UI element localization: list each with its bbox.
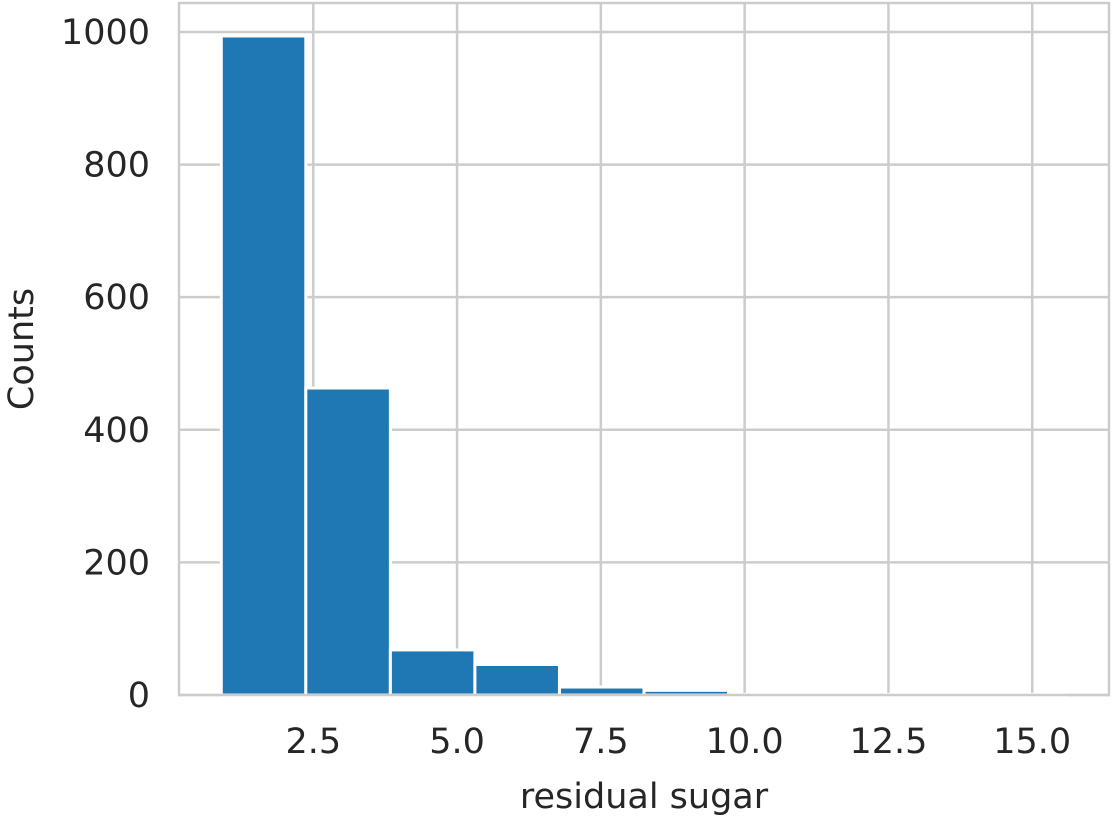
x-gridlines [312, 3, 1034, 695]
y-tick-label-0: 0 [128, 676, 150, 716]
y-axis-label: Counts [2, 288, 42, 410]
y-tick-label-1: 200 [83, 543, 150, 583]
bar-1 [304, 386, 392, 697]
x-tick-label-2: 7.5 [573, 722, 629, 762]
plot-frame [177, 1, 1111, 697]
bar-3 [473, 663, 561, 697]
y-tick-label-3: 600 [83, 278, 150, 318]
x-tick-label-3: 10.0 [706, 722, 784, 762]
histogram-bars [219, 34, 1069, 697]
x-axis-label: residual sugar [520, 777, 769, 817]
x-tick-label-0: 2.5 [285, 722, 341, 762]
x-tick-labels: 2.5 5.0 7.5 10.0 12.5 15.0 [285, 722, 1071, 762]
y-tick-label-4: 800 [83, 146, 150, 186]
x-tick-label-1: 5.0 [429, 722, 485, 762]
x-tick-label-5: 15.0 [993, 722, 1071, 762]
y-tick-label-5: 1000 [61, 13, 150, 53]
y-tick-labels: 0 200 400 600 800 1000 [61, 13, 150, 716]
x-tick-label-4: 12.5 [849, 722, 927, 762]
bar-2 [388, 648, 477, 697]
bar-0 [219, 34, 308, 697]
y-tick-label-2: 400 [83, 411, 150, 451]
